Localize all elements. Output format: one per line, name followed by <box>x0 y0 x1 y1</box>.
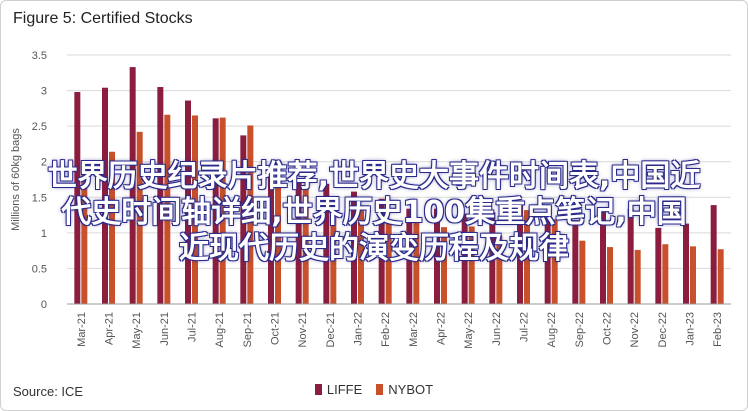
bar-nybot <box>385 220 392 304</box>
x-tick-label: Dec-22 <box>657 312 669 347</box>
bar-nybot <box>330 205 337 304</box>
legend-item-liffe: LIFFE <box>314 382 363 397</box>
bar-nybot <box>524 210 530 304</box>
bar-nybot <box>634 249 641 304</box>
bar-liffe <box>378 198 385 304</box>
bar-nybot <box>247 125 254 304</box>
bar-nybot <box>164 114 171 304</box>
bar-liffe <box>461 213 468 304</box>
overlay-line-1: 世界历史纪录片推荐,世界史大事件时间表,中国近 <box>47 159 701 194</box>
x-tick-label: Sep-21 <box>242 312 254 347</box>
x-tick-label: Oct-21 <box>270 312 282 345</box>
x-tick-label: Jun-21 <box>159 312 171 346</box>
bar-nybot <box>358 210 364 304</box>
x-tick-label: Jun-22 <box>491 312 503 346</box>
y-tick-label: 2 <box>41 157 47 169</box>
x-tick-label: Jul-21 <box>187 312 199 342</box>
x-tick-label: Nov-22 <box>629 312 641 347</box>
bar-liffe <box>240 135 247 304</box>
y-tick-label: 1 <box>41 228 47 240</box>
legend-swatch-liffe <box>314 384 322 395</box>
legend-label-nybot: NYBOT <box>388 382 434 397</box>
bar-liffe <box>351 191 357 304</box>
x-tick-label: Mar-22 <box>408 312 420 347</box>
legend-label-liffe: LIFFE <box>326 382 363 397</box>
x-tick-label: Feb-22 <box>380 312 392 347</box>
bar-nybot <box>607 247 613 304</box>
y-tick-label: 3.5 <box>32 50 47 62</box>
x-tick-label: May-22 <box>463 312 475 349</box>
bar-liffe <box>295 181 302 304</box>
x-tick-label: Aug-21 <box>214 312 226 347</box>
x-tick-label: Apr-22 <box>436 312 448 345</box>
chart-title: Figure 5: Certified Stocks <box>13 10 193 27</box>
bar-liffe <box>406 208 413 304</box>
bar-liffe <box>710 205 717 304</box>
bar-nybot <box>219 117 226 304</box>
bar-liffe <box>655 227 662 304</box>
bar-nybot <box>468 226 475 304</box>
x-tick-label: Nov-21 <box>297 312 309 347</box>
x-tick-label: Mar-21 <box>76 312 88 347</box>
bar-nybot <box>551 219 558 304</box>
bar-nybot <box>109 151 115 304</box>
bar-liffe <box>268 165 274 304</box>
y-tick-label: 0 <box>41 299 47 311</box>
bar-liffe <box>434 208 440 304</box>
overlay-text: 世界历史纪录片推荐,世界史大事件时间表,中国近 代史时间轴详细,世界历史100集… <box>1 159 747 267</box>
bar-liffe <box>544 217 551 304</box>
x-tick-label: Aug-22 <box>546 312 558 347</box>
bar-nybot <box>579 240 586 304</box>
x-tick-label: Jul-22 <box>519 312 531 342</box>
bar-nybot <box>441 227 447 304</box>
bar-liffe <box>323 183 330 304</box>
bar-liffe <box>129 67 136 304</box>
y-tick-label: 3 <box>41 86 47 98</box>
y-tick-label: 2.5 <box>32 121 47 133</box>
bar-liffe <box>489 212 496 304</box>
bar-nybot <box>275 160 281 304</box>
bar-liffe <box>683 223 689 304</box>
bar-nybot <box>302 189 309 304</box>
x-tick-label: May-21 <box>131 312 143 349</box>
bar-nybot <box>413 220 420 304</box>
bar-liffe <box>185 100 191 304</box>
bar-nybot <box>192 115 198 304</box>
legend-item-nybot: NYBOT <box>376 382 433 397</box>
x-tick-label: Apr-21 <box>104 312 116 345</box>
x-tick-label: Jan-22 <box>353 312 365 346</box>
bar-nybot <box>496 235 503 304</box>
bar-liffe <box>572 220 579 304</box>
overlay-line-2: 代史时间轴详细,世界历史100集重点笔记,中国 <box>61 195 687 230</box>
x-tick-label: Feb-23 <box>712 312 724 347</box>
bar-nybot <box>136 131 143 304</box>
bar-nybot <box>662 244 669 304</box>
legend-swatch-nybot <box>376 384 384 395</box>
bar-liffe <box>600 210 606 304</box>
x-tick-label: Oct-22 <box>602 312 614 345</box>
chart-legend: LIFFE NYBOT <box>1 382 747 397</box>
bar-liffe <box>102 87 108 305</box>
x-tick-label: Sep-22 <box>574 312 586 347</box>
overlay-line-3: 近现代历史的演变历程及规律 <box>179 231 569 266</box>
bar-liffe <box>212 118 219 305</box>
bar-liffe <box>74 91 81 304</box>
bar-nybot <box>81 165 88 304</box>
bar-nybot <box>717 249 724 304</box>
bar-liffe <box>157 87 164 304</box>
y-axis-label: Millions of 60kg bags <box>10 128 22 231</box>
y-tick-label: 0.5 <box>32 263 47 275</box>
y-tick-label: 1.5 <box>32 192 47 204</box>
bar-liffe <box>627 208 634 304</box>
x-tick-label: Jan-23 <box>685 312 697 346</box>
source-label: Source: ICE <box>13 384 84 399</box>
bar-nybot <box>690 246 696 304</box>
x-tick-label: Dec-21 <box>325 312 337 347</box>
bar-liffe <box>517 201 523 304</box>
